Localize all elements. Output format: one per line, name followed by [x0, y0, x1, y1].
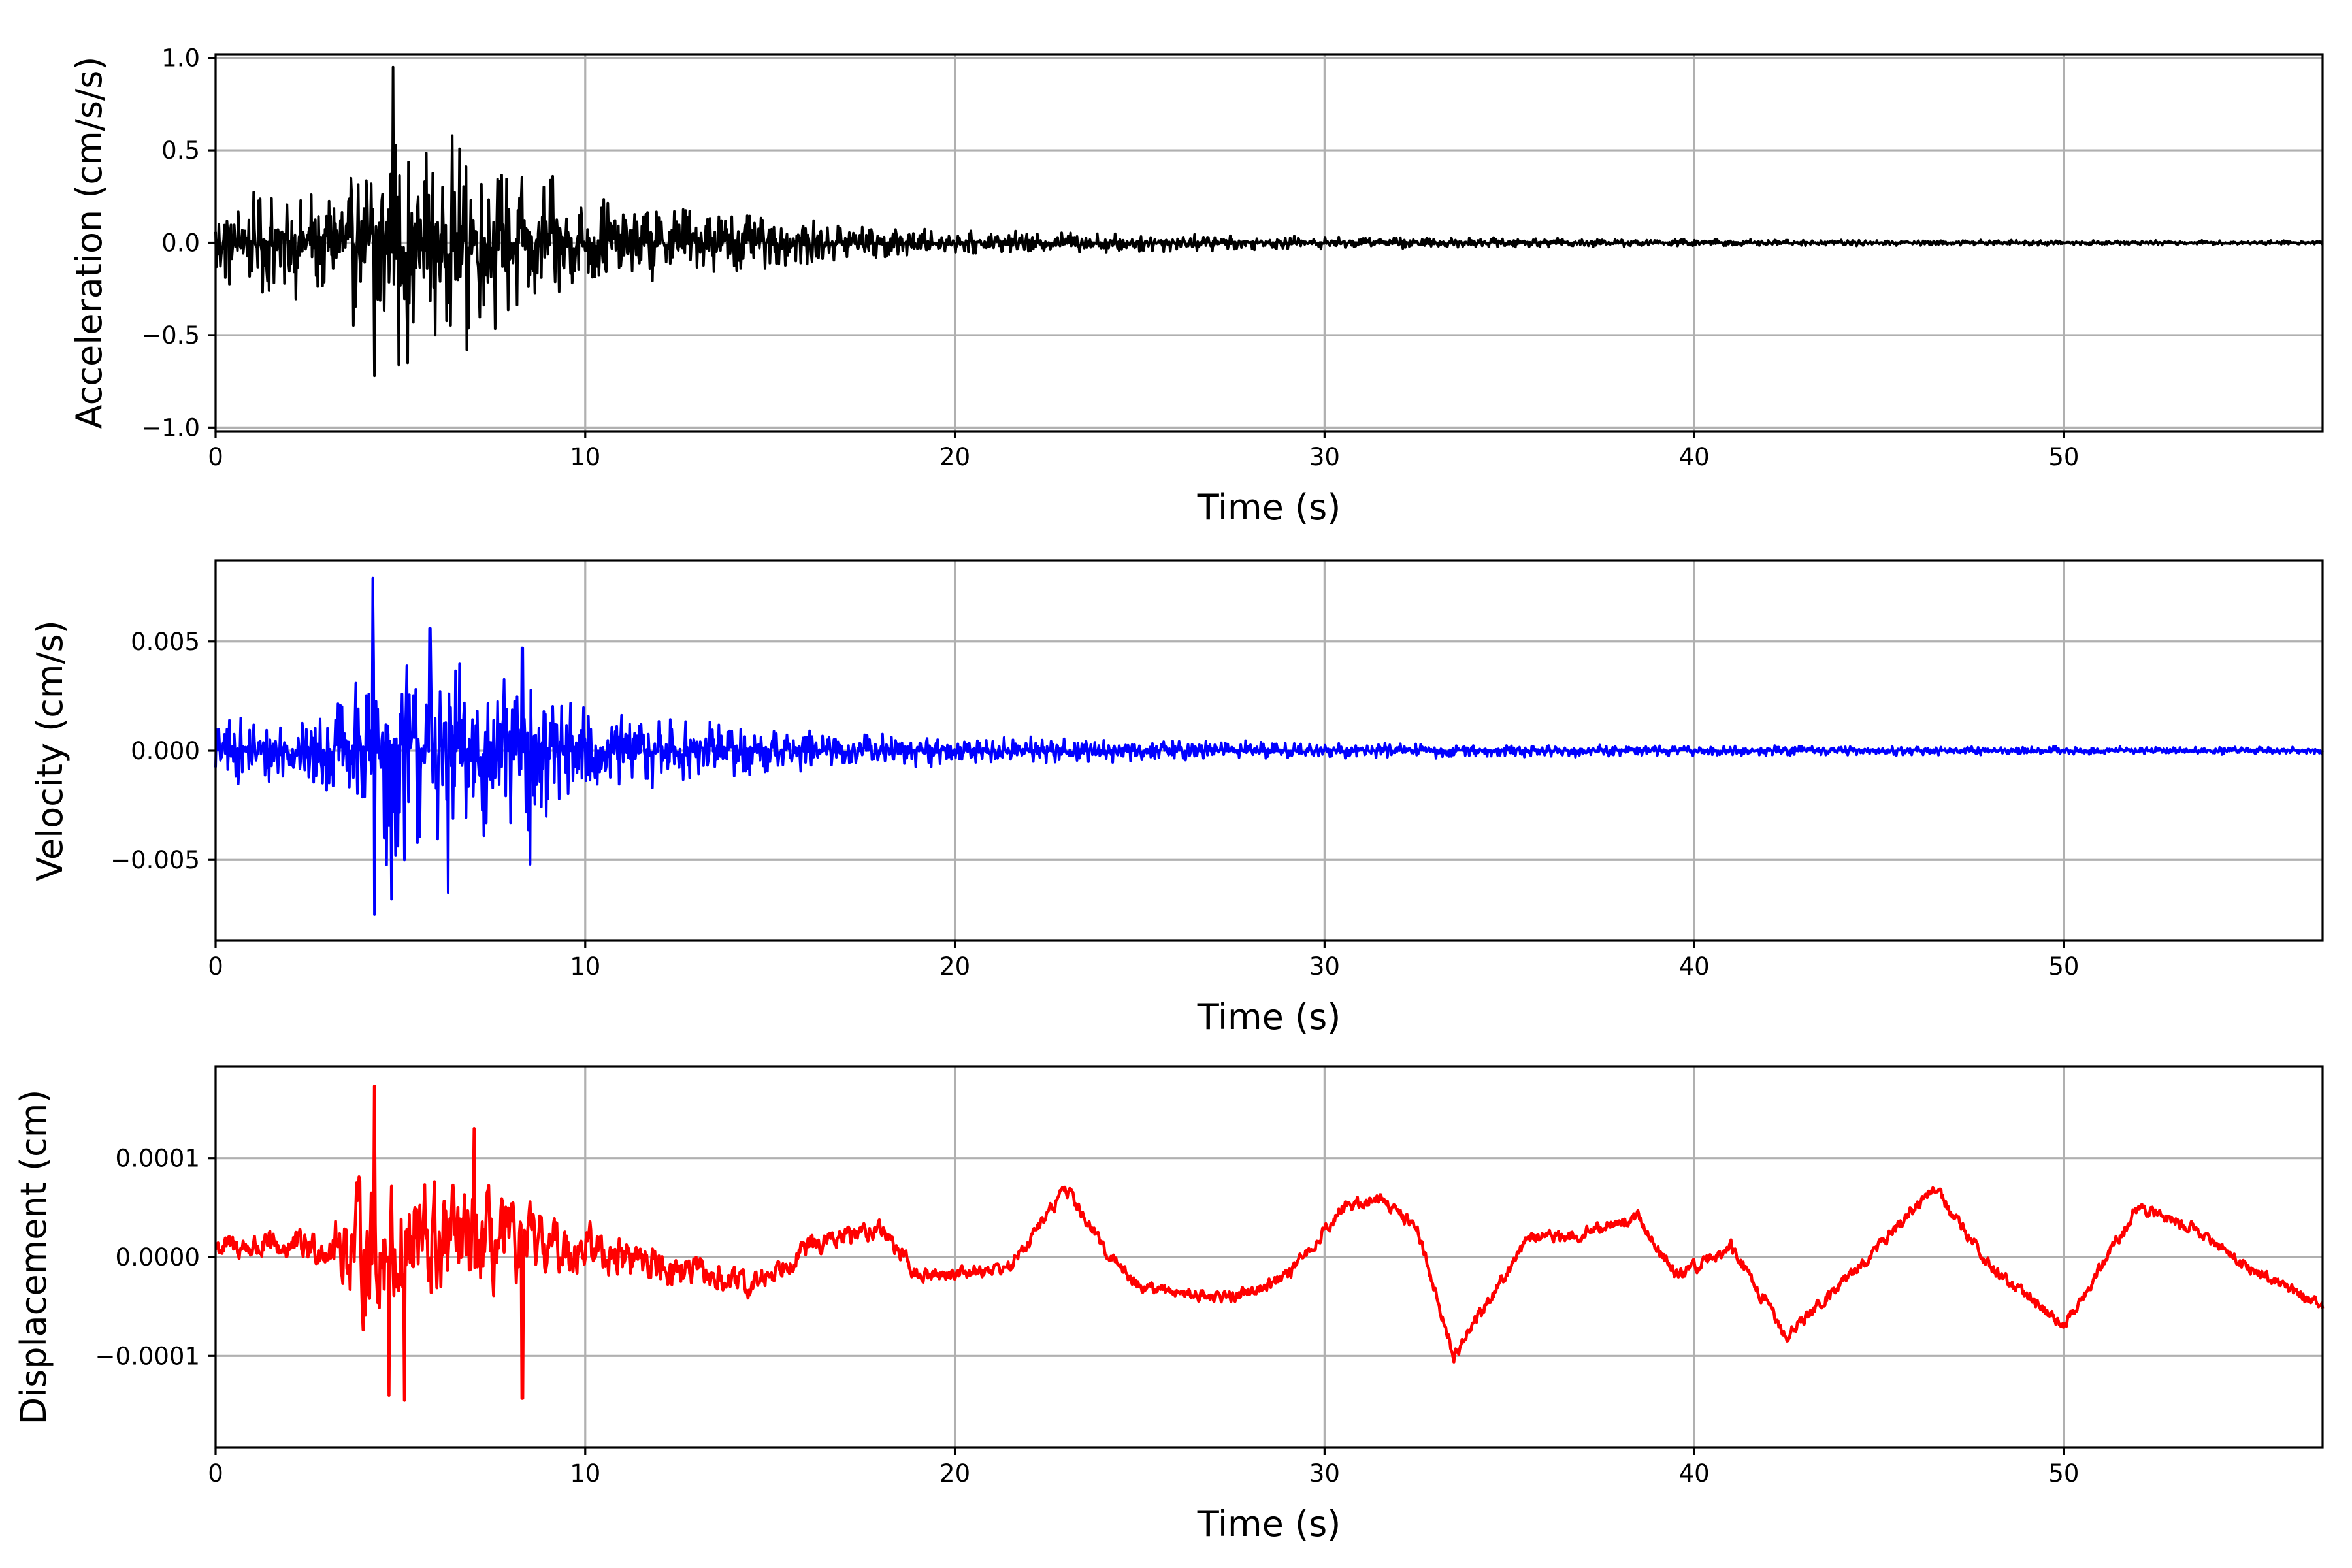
velocity-x-tick-label: 20	[939, 953, 970, 981]
displacement-series-line	[214, 1085, 2325, 1402]
acceleration-x-tick-label: 40	[1679, 443, 1710, 471]
velocity-x-tick-label: 10	[570, 953, 600, 981]
acceleration-y-tick-label: 1.0	[161, 44, 200, 73]
acceleration-y-tick-label: −1.0	[141, 414, 200, 442]
velocity-x-tick-label: 30	[1309, 953, 1340, 981]
displacement-y-tick-label: 0.0001	[116, 1145, 200, 1173]
displacement-y-axis-label: Displacement (cm)	[13, 1090, 54, 1425]
displacement-x-tick-label: 20	[939, 1460, 970, 1488]
acceleration-x-tick-label: 30	[1309, 443, 1340, 471]
acceleration-y-tick-label: 0.0	[161, 229, 200, 257]
velocity-y-axis-label: Velocity (cm/s)	[29, 620, 71, 881]
acceleration-series-line	[214, 65, 2324, 378]
acceleration-y-tick-label: −0.5	[141, 321, 200, 350]
velocity-x-tick-label: 40	[1679, 953, 1710, 981]
acceleration-panel: 0 10 20 30 40 50 −1.0 −0.5 0.0 0.5 1.0 Time (s) Acce…	[69, 44, 2324, 528]
displacement-x-tick-label: 50	[2048, 1460, 2079, 1488]
velocity-y-tick-label: −0.005	[110, 846, 200, 874]
velocity-y-tick-label: 0.005	[131, 628, 200, 656]
displacement-panel: 0 10 20 30 40 50 −0.0001 0.0000 0.0001 Time (s) Di…	[13, 1065, 2325, 1544]
velocity-series-line	[214, 576, 2324, 916]
acceleration-x-tick-label: 10	[570, 443, 600, 471]
velocity-x-tick-label: 50	[2048, 953, 2079, 981]
displacement-x-tick-label: 30	[1309, 1460, 1340, 1488]
displacement-x-tick-label: 40	[1679, 1460, 1710, 1488]
velocity-x-tick-label: 0	[208, 953, 223, 981]
displacement-y-tick-label: −0.0001	[95, 1342, 200, 1370]
velocity-panel: 0 10 20 30 40 50 −0.005 0.000 0.005 Time (s) Veloc…	[29, 559, 2324, 1037]
displacement-x-tick-label: 0	[208, 1460, 223, 1488]
acceleration-x-tick-label: 20	[939, 443, 970, 471]
velocity-x-axis-label: Time (s)	[1197, 996, 1341, 1037]
acceleration-y-tick-label: 0.5	[161, 137, 200, 165]
displacement-y-tick-label: 0.0000	[116, 1243, 200, 1271]
acceleration-x-axis-label: Time (s)	[1197, 487, 1341, 528]
acceleration-x-tick-label: 0	[208, 443, 223, 471]
acceleration-y-axis-label: Acceleration (cm/s/s)	[69, 57, 110, 429]
displacement-x-axis-label: Time (s)	[1197, 1503, 1341, 1544]
acceleration-x-tick-label: 50	[2048, 443, 2079, 471]
displacement-x-tick-label: 10	[570, 1460, 600, 1488]
velocity-y-tick-label: 0.000	[131, 737, 200, 765]
